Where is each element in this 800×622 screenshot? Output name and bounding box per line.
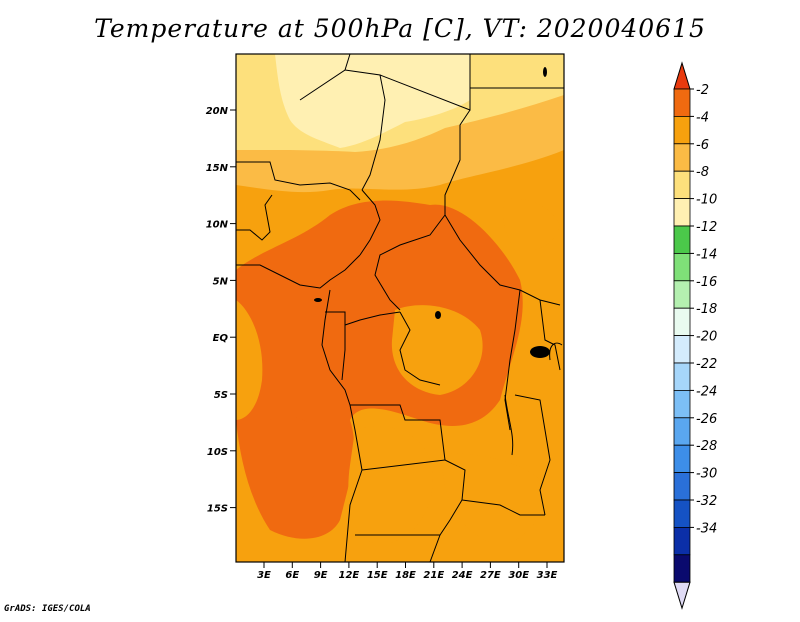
- colorbar-segment: [673, 417, 691, 446]
- border-line: [325, 311, 401, 326]
- border-line: [444, 109, 471, 215]
- lon-tick-label: 33E: [537, 570, 558, 581]
- border-line: [429, 534, 441, 562]
- colorbar-label: -2: [696, 83, 709, 98]
- colorbar-label: -24: [696, 384, 717, 399]
- lake-marks: [314, 67, 550, 358]
- colorbar-segment: [673, 198, 691, 227]
- border-line: [514, 394, 551, 516]
- colorbar-segment: [673, 143, 691, 172]
- colorbar-bottom-arrow: [673, 581, 691, 610]
- lon-tick-label: 30E: [508, 570, 529, 581]
- border-line: [539, 299, 561, 371]
- lon-tick-label: 6E: [285, 570, 299, 581]
- lon-tick-label: 12E: [339, 570, 360, 581]
- lake-mark: [435, 311, 441, 319]
- border-line: [399, 311, 441, 386]
- colorbar-segment: [673, 472, 691, 501]
- lon-tick-label: 24E: [452, 570, 473, 581]
- border-line: [236, 194, 273, 241]
- latitude-ticks: 20N 15N 10N 5N EQ 5S 10S 15S: [206, 106, 236, 515]
- colorbar-label: -20: [696, 330, 717, 345]
- colorbar-segment: [673, 389, 691, 419]
- lake-mark: [530, 346, 550, 358]
- lon-tick-label: 21E: [423, 570, 444, 581]
- colorbar-segment: [673, 499, 691, 528]
- lon-tick-label: 15E: [367, 570, 388, 581]
- lake-mark: [543, 67, 547, 77]
- colorbar-label: -12: [696, 220, 717, 235]
- lat-tick-label: 10N: [206, 220, 229, 231]
- colorbar-segment: [673, 307, 691, 337]
- colorbar-label: -32: [696, 494, 717, 509]
- lon-tick-label: 3E: [257, 570, 271, 581]
- border-line: [355, 499, 463, 536]
- colorbar-label: -4: [696, 110, 709, 125]
- colorbar-label: -18: [696, 302, 717, 317]
- lat-tick-label: 5N: [213, 276, 229, 287]
- field-hole-1: [391, 305, 483, 395]
- lon-tick-label: 18E: [395, 570, 416, 581]
- border-line: [341, 325, 346, 381]
- colorbar-segment: [673, 335, 691, 364]
- colorbar-segment: [673, 116, 691, 145]
- longitude-ticks: 3E 6E 9E 12E 15E 18E 21E 24E 27E 30E 33E: [257, 562, 558, 581]
- border-line: [461, 499, 545, 516]
- colorbar-label: -16: [696, 275, 717, 290]
- colorbar-segment: [673, 527, 691, 556]
- colorbar-segment: [673, 362, 691, 391]
- field-hole-2: [236, 300, 263, 420]
- lake-shore: [504, 394, 514, 456]
- lat-tick-label: 15N: [206, 163, 229, 174]
- colorbar-label: -26: [696, 412, 717, 427]
- border-line: [359, 189, 381, 256]
- border-line: [236, 161, 361, 201]
- colorbar-label: -28: [696, 439, 717, 454]
- field-hole-3: [348, 426, 433, 545]
- border-line: [504, 289, 521, 431]
- footer-credit: GrADS: IGES/COLA: [4, 604, 91, 614]
- colorbar-segment: [673, 225, 691, 254]
- colorbar-label: -22: [696, 357, 717, 372]
- field-band-coolest: [275, 54, 470, 148]
- coastline: [236, 254, 361, 289]
- border-line: [350, 404, 466, 501]
- coastline: [321, 289, 351, 406]
- lon-tick-label: 9E: [314, 570, 328, 581]
- map-frame: [235, 53, 565, 563]
- borders: [236, 54, 564, 562]
- lat-tick-label: 20N: [206, 106, 229, 117]
- colorbar-segment: [673, 554, 691, 583]
- colorbar-label: -14: [696, 247, 717, 262]
- colorbar-label: -10: [696, 193, 717, 208]
- colorbar-label: -6: [696, 138, 709, 153]
- colorbar-segment: [673, 444, 691, 474]
- lat-tick-label: 15S: [207, 504, 228, 515]
- colorbar-segment: [673, 280, 691, 309]
- lat-tick-label: 10S: [207, 447, 228, 458]
- lon-tick-label: 27E: [480, 570, 501, 581]
- colorbar-segment: [673, 170, 691, 199]
- lake-shore: [549, 342, 563, 361]
- lat-tick-label: 5S: [214, 390, 228, 401]
- colorbar-segment: [673, 252, 691, 282]
- colorbar-top-arrow: [673, 61, 691, 90]
- colorbar: -2 -4 -6 -8 -10 -12 -14 -16 -18 -20 -22 -24 -26 -28 -3…: [673, 61, 717, 610]
- lake-mark: [314, 298, 322, 302]
- field-blob-2: [503, 198, 560, 252]
- border-line: [344, 69, 386, 191]
- colorbar-label: -8: [696, 165, 709, 180]
- border-line: [374, 214, 446, 311]
- border-line: [361, 459, 446, 471]
- map-title: Temperature at 500hPa [C], VT: 202004061…: [94, 14, 706, 43]
- field-hole-4: [440, 453, 543, 545]
- colorbar-segment: [673, 88, 691, 117]
- temperature-field: [236, 54, 564, 562]
- colorbar-label: -34: [696, 521, 717, 536]
- lat-tick-label: EQ: [213, 333, 229, 344]
- field-blob-1: [268, 416, 331, 502]
- colorbar-label: -30: [696, 467, 717, 482]
